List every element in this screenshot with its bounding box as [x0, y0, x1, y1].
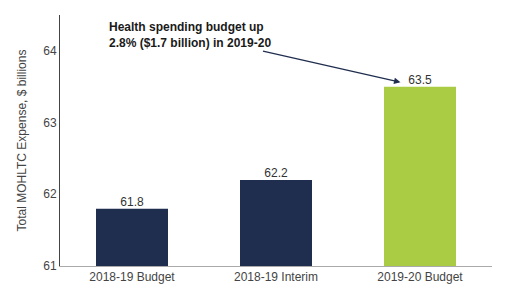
svg-text:62: 62 [43, 187, 57, 201]
svg-text:2018-19 Interim: 2018-19 Interim [234, 270, 318, 284]
svg-text:2019-20 Budget: 2019-20 Budget [377, 270, 463, 284]
svg-text:Health spending budget up2.8%: Health spending budget up2.8% ($1.7 bill… [109, 20, 271, 50]
svg-text:62.2: 62.2 [264, 166, 288, 180]
svg-text:64: 64 [43, 44, 57, 58]
svg-text:61.8: 61.8 [120, 195, 144, 209]
svg-text:63: 63 [43, 116, 57, 130]
svg-text:2018-19 Budget: 2018-19 Budget [89, 270, 175, 284]
svg-text:63.5: 63.5 [408, 73, 432, 87]
svg-text:61: 61 [43, 259, 57, 273]
svg-text:Total MOHLTC Expense, $ billio: Total MOHLTC Expense, $ billions [15, 50, 29, 232]
